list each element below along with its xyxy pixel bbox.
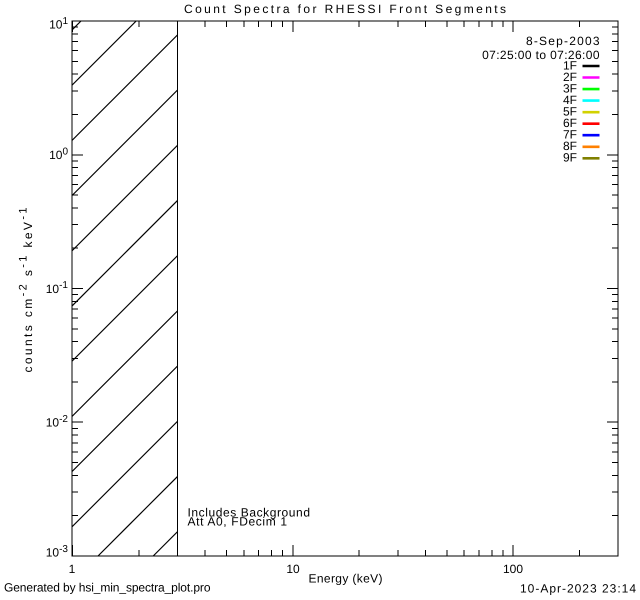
svg-text:Includes Background: Includes Background [188, 505, 311, 519]
svg-text:10-Apr-2023 23:14: 10-Apr-2023 23:14 [520, 581, 636, 595]
svg-text:4F: 4F [563, 93, 577, 107]
svg-text:5F: 5F [563, 105, 577, 119]
svg-text:6F: 6F [563, 116, 577, 130]
svg-text:Generated by hsi_min_spectra_p: Generated by hsi_min_spectra_plot.pro [4, 581, 211, 595]
svg-text:07:25:00 to 07:26:00: 07:25:00 to 07:26:00 [482, 48, 600, 62]
svg-text:3F: 3F [563, 81, 577, 95]
svg-text:100: 100 [503, 562, 523, 576]
svg-text:1: 1 [69, 562, 76, 576]
svg-text:8F: 8F [563, 139, 577, 153]
svg-text:2F: 2F [563, 70, 577, 84]
svg-text:Energy (keV): Energy (keV) [309, 572, 383, 586]
svg-text:9F: 9F [563, 151, 577, 165]
svg-text:7F: 7F [563, 128, 577, 142]
svg-text:Att A0, FDecim 1: Att A0, FDecim 1 [188, 514, 288, 528]
svg-text:1F: 1F [563, 58, 577, 72]
svg-text:10: 10 [286, 562, 300, 576]
